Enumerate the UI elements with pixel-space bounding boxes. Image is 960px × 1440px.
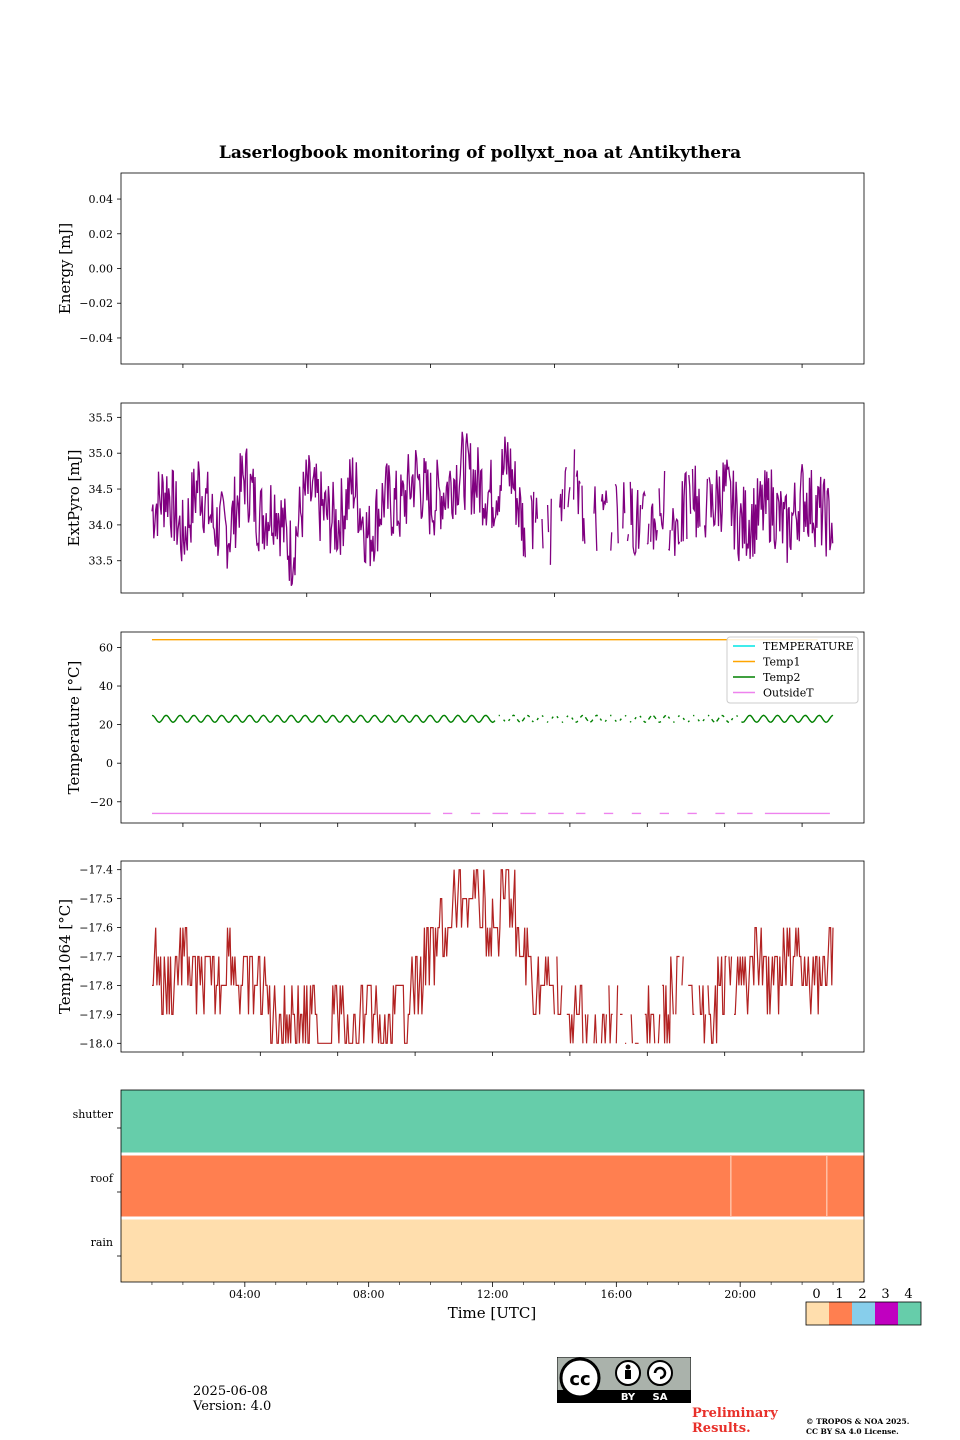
y-tick-label: 0.00 (89, 263, 114, 276)
legend-label: Temp2 (763, 671, 800, 684)
colorbar-swatch-1 (829, 1302, 852, 1325)
status-panel: shutter roof rain 04:00 08:00 12:00 16:00 20:00 (73, 1089, 865, 1301)
cc-by-label: BY (621, 1392, 636, 1403)
copyright-note: © TROPOS & NOA 2025. CC BY SA 4.0 Licens… (806, 1417, 909, 1437)
y-tick-label: −18.0 (79, 1037, 113, 1050)
y-tick-label: 34.0 (89, 519, 114, 532)
sa-share-icon (647, 1360, 673, 1386)
legend-label: OutsideT (763, 687, 814, 700)
y-tick-label: −17.4 (79, 864, 113, 877)
x-tick-label: 12:00 (477, 1288, 509, 1301)
series-line-temp2 (151, 714, 834, 724)
status-row-label: rain (91, 1236, 113, 1249)
status-row-shutter (121, 1090, 864, 1154)
preliminary-line-2: Results. (692, 1421, 751, 1436)
copyright-line-2: CC BY SA 4.0 License. (806, 1427, 899, 1436)
x-tick-label: 16:00 (600, 1288, 632, 1301)
preliminary-line-1: Preliminary (692, 1406, 778, 1421)
plot-frame (120, 172, 865, 365)
y-tick-label: −0.02 (79, 297, 113, 310)
cc-license-badge: cc BY SA (556, 1356, 692, 1404)
date-version-block: 2025-06-08 Version: 4.0 (193, 1384, 271, 1414)
y-axis-label: Temp1064 [°C] (56, 899, 74, 1014)
extpyro-panel: 35.5 35.0 34.5 34.0 33.5 ExtPyro [mJ] (65, 402, 865, 597)
cc-sa-label: SA (653, 1392, 668, 1403)
temp1064-panel: −17.4 −17.5 −17.6 −17.7 −17.8 −17.9 −18.0 Temp1… (56, 860, 865, 1056)
chart-title: Laserlogbook monitoring of pollyxt_noa a… (219, 143, 741, 163)
colorbar-label: 4 (904, 1287, 912, 1302)
y-tick-label: 35.5 (89, 411, 114, 424)
series-line-extpyro (151, 431, 834, 587)
version-text: Version: 4.0 (193, 1399, 272, 1414)
preliminary-note: Preliminary Results. (692, 1406, 778, 1436)
y-tick-label: −0.04 (79, 332, 113, 345)
y-tick-label: −17.5 (79, 893, 113, 906)
y-tick-label: 20 (99, 719, 113, 732)
legend: TEMPERATURE Temp1 Temp2 OutsideT (726, 636, 859, 704)
x-tick-label: 08:00 (353, 1288, 385, 1301)
status-row-roof (121, 1154, 864, 1218)
y-tick-label: 34.5 (89, 483, 114, 496)
status-row-rain (121, 1218, 864, 1282)
y-tick-label: −17.9 (79, 1008, 113, 1021)
colorbar-swatch-2 (852, 1302, 875, 1325)
cc-icon (559, 1357, 601, 1399)
copyright-line-1: © TROPOS & NOA 2025. (806, 1417, 910, 1426)
y-tick-label: 0.02 (89, 228, 114, 241)
date-text: 2025-06-08 (193, 1384, 268, 1399)
y-tick-label: 60 (99, 641, 113, 654)
svg-text:cc: cc (569, 1369, 590, 1390)
legend-label: TEMPERATURE (763, 640, 854, 653)
y-tick-label: 0.04 (89, 193, 114, 206)
legend-box (726, 636, 859, 704)
y-tick-label: 33.5 (89, 555, 114, 568)
colorbar-swatch-0 (806, 1302, 829, 1325)
colorbar-label: 2 (858, 1287, 866, 1302)
temperature-panel: 60 40 20 0 −20 Temperature [°C] TEMPERATURE Tem… (65, 631, 865, 827)
plot-frame (120, 402, 865, 594)
energy-panel: 0.04 0.02 0.00 −0.02 −0.04 Energy [mJ] (56, 172, 865, 368)
y-tick-label: 40 (99, 680, 113, 693)
y-tick-label: 0 (106, 757, 113, 770)
status-row-label: roof (90, 1172, 114, 1185)
y-tick-label: 35.0 (89, 447, 114, 460)
colorbar-label: 3 (881, 1287, 889, 1302)
colorbar-label: 0 (812, 1287, 820, 1302)
y-tick-label: −17.7 (79, 951, 113, 964)
y-tick-label: −20 (90, 796, 113, 809)
y-tick-label: −17.8 (79, 979, 113, 992)
y-axis-label: ExtPyro [mJ] (65, 450, 83, 547)
y-axis-label: Temperature [°C] (65, 661, 83, 795)
colorbar-swatch-3 (875, 1302, 898, 1325)
colorbar-swatch-4 (898, 1302, 921, 1325)
colorbar-label: 1 (835, 1287, 843, 1302)
x-axis-label: Time [UTC] (448, 1304, 537, 1322)
colorbar-frame (805, 1301, 922, 1326)
legend-label: Temp1 (763, 656, 800, 669)
status-row-label: shutter (73, 1108, 114, 1121)
x-tick-label: 20:00 (724, 1288, 756, 1301)
y-tick-label: −17.6 (79, 922, 113, 935)
x-tick-label: 04:00 (229, 1288, 261, 1301)
series-line-temp1064 (152, 869, 834, 1044)
y-axis-label: Energy [mJ] (56, 223, 74, 314)
